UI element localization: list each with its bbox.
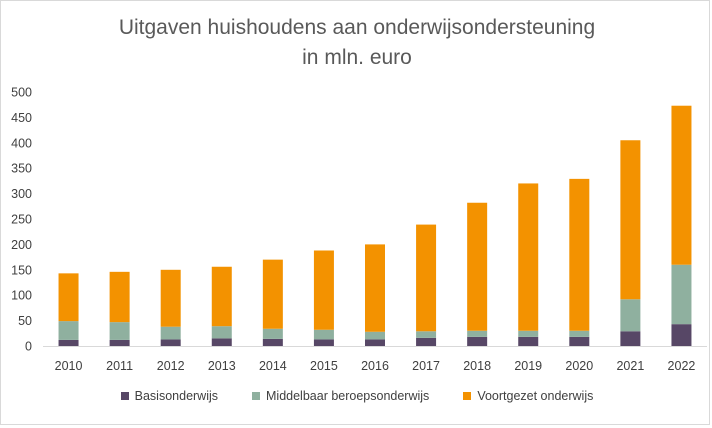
bar-segment: [416, 331, 437, 338]
bar-segment: [313, 329, 334, 340]
bar-segment: [671, 264, 692, 325]
bar-segment: [211, 326, 232, 339]
bar-segment: [620, 331, 641, 346]
chart-title-block: Uitgaven huishoudens aan onderwijsonders…: [1, 13, 712, 73]
bar-segment: [569, 336, 590, 346]
x-tick-label: 2013: [208, 359, 236, 373]
x-tick-label: 2018: [463, 359, 491, 373]
x-tick-label: 2012: [157, 359, 185, 373]
legend-swatch: [463, 392, 472, 400]
y-tick-label: 350: [11, 162, 32, 176]
x-tick-label: 2019: [514, 359, 542, 373]
bar-segment: [262, 338, 283, 346]
bar-segment: [365, 339, 385, 346]
bar-segment: [518, 183, 539, 331]
y-tick-label: 50: [18, 314, 32, 328]
bar-segment: [262, 259, 283, 329]
x-axis: 2010 2011 2012 2013 2014 2015 2016 2017 2018 2019…: [55, 359, 696, 373]
bar-segment: [365, 331, 385, 340]
bar-segment: [262, 328, 283, 339]
bar-segment: [518, 336, 539, 346]
bar-segment: [313, 339, 334, 346]
legend-swatch: [252, 392, 261, 400]
bar-segment: [518, 330, 539, 337]
legend-item: Voortgezet onderwijs: [463, 389, 593, 403]
bar-segment: [671, 105, 692, 265]
bar-segment: [467, 330, 488, 337]
bar-segment: [467, 202, 488, 331]
bars: [58, 105, 692, 346]
legend-label: Middelbaar beroepsonderwijs: [266, 389, 430, 403]
legend-item: Middelbaar beroepsonderwijs: [252, 389, 429, 403]
x-tick-label: 2021: [616, 359, 644, 373]
y-tick-label: 200: [11, 238, 32, 252]
y-tick-label: 150: [11, 263, 32, 277]
bar-segment: [569, 330, 590, 337]
bar-segment: [671, 324, 692, 346]
x-tick-label: 2014: [259, 359, 287, 373]
y-tick-label: 0: [25, 340, 32, 354]
bar-segment: [313, 250, 334, 330]
x-tick-label: 2011: [106, 359, 133, 373]
bar-segment: [160, 326, 181, 340]
x-tick-label: 2010: [55, 359, 83, 373]
x-tick-label: 2020: [565, 359, 593, 373]
bar-segment: [211, 338, 232, 346]
x-tick-label: 2017: [412, 359, 440, 373]
bar-segment: [416, 337, 437, 346]
y-tick-label: 300: [11, 187, 32, 201]
legend-swatch: [120, 392, 129, 400]
x-tick-label: 2015: [310, 359, 338, 373]
legend: Basisonderwijs Middelbaar beroepsonderwij…: [1, 389, 712, 403]
bar-segment: [109, 271, 130, 323]
bar-segment: [620, 140, 641, 300]
x-tick-label: 2022: [668, 359, 696, 373]
bar-segment: [620, 299, 641, 332]
bar-segment: [58, 273, 79, 322]
bar-segment: [58, 339, 79, 346]
y-axis: 0 50 100 150 200 250 300 350 400 450 500: [11, 86, 32, 354]
y-tick-label: 100: [11, 289, 32, 303]
bar-segment: [211, 266, 232, 327]
bar-segment: [109, 339, 130, 346]
y-tick-label: 450: [11, 111, 32, 125]
legend-item: Basisonderwijs: [120, 389, 219, 403]
bar-segment: [160, 269, 181, 327]
bar-segment: [109, 322, 130, 340]
bar-segment: [58, 321, 79, 340]
bar-segment: [160, 339, 181, 346]
bar-segment: [569, 178, 590, 331]
chart-title: Uitgaven huishoudens aan onderwijsonders…: [118, 16, 596, 39]
bar-segment: [416, 224, 437, 332]
bar-segment: [365, 244, 385, 332]
bar-segment: [467, 336, 488, 346]
y-tick-label: 400: [11, 136, 32, 150]
y-tick-label: 500: [11, 86, 32, 100]
x-tick-label: 2016: [361, 359, 389, 373]
y-tick-label: 250: [11, 213, 32, 227]
chart-subtitle: in mln. euro: [302, 46, 412, 69]
legend-label: Basisonderwijs: [134, 389, 219, 403]
legend-label: Voortgezet onderwijs: [477, 389, 594, 403]
